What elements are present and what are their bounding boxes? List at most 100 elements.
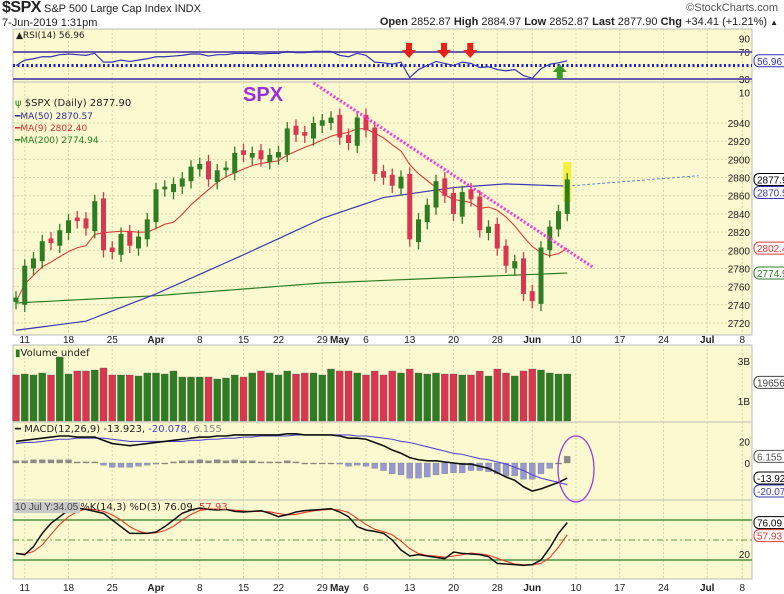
price-value-tag-box	[753, 185, 784, 199]
candle-body	[319, 120, 325, 126]
x-tick-label: Jul	[700, 583, 715, 594]
low-label: Low	[524, 16, 547, 28]
macd-histogram-bar	[30, 459, 37, 464]
volume-bar	[336, 370, 344, 422]
stoch-d-line	[15, 508, 568, 566]
open-label: Open	[379, 16, 408, 28]
volume-bar	[47, 374, 55, 422]
macd-histogram-bar	[12, 460, 20, 464]
x-tick-label: 8	[739, 335, 745, 346]
macd-value-tag-text: 6.155	[757, 452, 782, 463]
macd-legend-text: MACD(12,26,9) -13.923,	[24, 424, 146, 435]
candle-body	[381, 171, 386, 178]
stoch-value-tag: 57.93	[753, 529, 784, 543]
macd-histogram-bar	[432, 462, 440, 476]
last-label: Last	[592, 16, 615, 28]
high-label: High	[453, 16, 479, 28]
price-value-tag-box	[753, 172, 784, 186]
macd-histogram-bar	[65, 459, 72, 464]
price-tick-label: 2940	[728, 119, 751, 130]
price-value-tag: 2877.9	[753, 172, 784, 186]
change-value: +34.41 (+1.21%)	[685, 16, 768, 28]
candle-body	[451, 192, 456, 214]
price-tick-label: 2860	[728, 192, 751, 203]
macd-histogram-bar	[240, 460, 247, 464]
macd-histogram-bar	[266, 461, 273, 464]
x-tick-label: Jun	[523, 583, 541, 594]
price-value-tag-box	[753, 241, 784, 255]
timestamp: 7-Jun-2019 1:31pm	[2, 17, 98, 29]
candle-body	[57, 230, 63, 246]
macd-histogram-bar	[144, 462, 151, 466]
symbol: $SPX	[2, 0, 41, 16]
macd-histogram-bar	[117, 462, 125, 468]
volume-bar	[353, 372, 361, 422]
volume-bar	[274, 374, 283, 422]
macd-histogram-bar	[205, 460, 212, 464]
volume-bar	[327, 368, 335, 422]
stoch-legend-text: %K(14,3) %D(3) 76.09,	[80, 502, 196, 513]
candle-body	[214, 170, 220, 183]
macd-histogram-bar	[187, 460, 195, 464]
volume-bar	[21, 373, 29, 422]
ma50-line-icon: ━	[15, 112, 21, 122]
volume-bar	[502, 372, 510, 422]
macd-histogram-bar	[450, 462, 457, 473]
macd-histogram-bar	[467, 462, 475, 471]
macd-histogram-bar	[327, 462, 335, 465]
stoch-tick-label: 20	[739, 550, 751, 561]
x-tick-label: 18	[63, 583, 75, 594]
volume-bar	[379, 374, 388, 422]
macd-histogram-bar	[161, 462, 168, 465]
macd-histogram-bar	[546, 462, 553, 469]
volume-bar	[371, 370, 379, 422]
change-label: Chg	[660, 16, 682, 28]
x-tick-label: 22	[273, 583, 285, 594]
volume-bar	[257, 370, 265, 422]
rsi-tick-label: 70	[739, 48, 751, 59]
volume-bar	[231, 374, 239, 422]
volume-bar	[213, 378, 221, 422]
price-value-tag: 2774.9	[753, 266, 784, 280]
macd-histogram-bar	[441, 462, 448, 474]
price-tick-label: 2780	[728, 264, 751, 275]
macd-histogram-bar	[301, 462, 308, 465]
chart-title: $SPX S&P 500 Large Cap Index INDX	[2, 0, 201, 16]
x-tick-label: 18	[63, 335, 75, 346]
volume-bar	[38, 372, 46, 422]
candle-body	[118, 233, 124, 255]
macd-histogram-bar	[126, 462, 133, 468]
macd-histogram-bar	[537, 462, 545, 474]
stoch-d-legend: 57.93	[195, 502, 228, 513]
volume-bar	[178, 376, 186, 422]
volume-bar	[204, 376, 213, 422]
candle-body	[13, 297, 19, 303]
rsi-value-tag: 56.96	[753, 54, 784, 68]
rsi-tick-label: 90	[739, 35, 751, 46]
macd-histogram-bar	[502, 462, 510, 477]
quote-summary: Open 2852.87 High 2884.97 Low 2852.87 La…	[380, 16, 778, 29]
stoch-value-tag-text: 57.93	[757, 532, 782, 543]
price-tick-label: 2800	[728, 246, 751, 257]
x-tick-label: 20	[448, 335, 460, 346]
macd-histogram-bar	[564, 456, 571, 464]
x-tick-label: 28	[492, 335, 504, 346]
candle-body	[22, 265, 28, 305]
macd-histogram-bar	[319, 462, 326, 465]
candle-body	[136, 236, 141, 249]
x-tick-label: 11	[20, 335, 31, 346]
candle-body	[197, 163, 203, 170]
volume-bar	[91, 369, 99, 422]
macd-value-tag-text: -13.92	[757, 474, 784, 485]
price-tick-label: 2880	[728, 174, 751, 185]
price-value-tag: 2870.57	[753, 185, 784, 199]
macd-histogram-bar	[249, 460, 256, 464]
copyright[interactable]: ©StockCharts.com	[686, 2, 778, 14]
rsi-legend: ▲RSI(14) 56.96	[16, 31, 85, 42]
candle-body	[407, 173, 413, 240]
macd-histogram-bar	[222, 460, 230, 464]
candle-body	[241, 150, 246, 155]
macd-histogram-bar	[459, 462, 466, 473]
x-tick-label: May	[330, 583, 350, 594]
exchange: INDX	[174, 3, 201, 15]
